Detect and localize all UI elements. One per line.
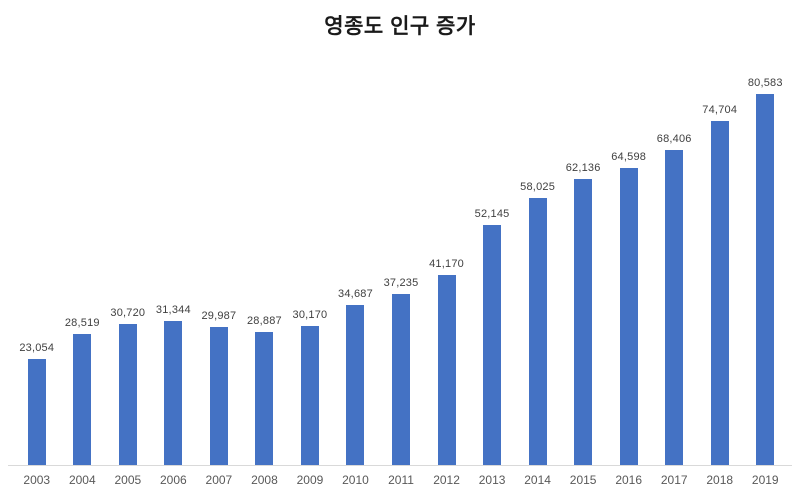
bar xyxy=(73,334,92,465)
bar-value-label: 29,987 xyxy=(201,310,237,322)
x-axis-tick-label: 2004 xyxy=(68,473,96,487)
x-axis-tick-label: 2006 xyxy=(160,473,187,487)
x-axis-tick-label: 2015 xyxy=(569,473,597,487)
x-axis-tick-label: 2014 xyxy=(524,473,551,487)
bar-column: 34,687 xyxy=(333,288,379,465)
bar-column: 58,025 xyxy=(515,181,561,465)
bar xyxy=(300,326,319,465)
x-axis-line xyxy=(8,465,792,466)
bar-value-label: 31,344 xyxy=(155,304,191,316)
x-axis-tick-label: 2017 xyxy=(660,473,688,487)
bar xyxy=(528,198,547,465)
bar-value-label: 41,170 xyxy=(429,258,464,270)
bar-column: 30,170 xyxy=(287,309,333,465)
bar-value-label: 28,887 xyxy=(246,315,282,327)
x-axis-tick-label: 2012 xyxy=(433,473,460,487)
x-axis-tick-label: 2007 xyxy=(205,473,233,487)
bar-value-label: 80,583 xyxy=(747,77,783,89)
bar-column: 64,598 xyxy=(606,151,652,465)
x-axis-tick-label: 2011 xyxy=(388,473,414,487)
bar-column: 52,145 xyxy=(469,208,515,465)
x-axis-tick-label: 2016 xyxy=(615,473,643,487)
bar-value-label: 52,145 xyxy=(474,208,510,220)
x-axis-tick-label: 2019 xyxy=(751,473,779,487)
bar xyxy=(756,94,775,465)
bar-value-label: 64,598 xyxy=(611,151,647,163)
bar xyxy=(710,121,729,465)
x-axis-tick-label: 2003 xyxy=(23,473,51,487)
bar-value-label: 30,170 xyxy=(292,309,328,321)
bar xyxy=(255,332,274,465)
bar-column: 41,170 xyxy=(424,258,470,465)
bar-value-label: 62,136 xyxy=(565,162,601,174)
bar-column: 23,054 xyxy=(14,342,60,465)
bar xyxy=(437,275,456,465)
bar xyxy=(619,168,638,465)
x-axis-tick-label: 2010 xyxy=(342,473,369,487)
bar-column: 28,887 xyxy=(242,315,288,465)
bar xyxy=(574,179,593,465)
plot-area: 23,054 28,519 30,720 31,344 29,987 28,887 30,1… xyxy=(14,65,788,465)
bar xyxy=(483,225,502,465)
chart-title: 영종도 인구 증가 xyxy=(324,15,476,38)
bar-column: 68,406 xyxy=(651,133,697,465)
bar xyxy=(118,324,137,465)
bar-column: 31,344 xyxy=(151,304,197,465)
bar xyxy=(164,321,183,465)
bar-value-label: 74,704 xyxy=(702,104,738,116)
bar xyxy=(392,294,411,465)
bar-column: 62,136 xyxy=(560,162,606,465)
bar xyxy=(27,359,46,465)
bar-column: 30,720 xyxy=(105,307,151,465)
x-axis-labels: 2003 2004 2005 2006 2007 2008 2009 2010 2011 2012… xyxy=(14,473,788,487)
bar-column: 29,987 xyxy=(196,310,242,465)
bar-column: 80,583 xyxy=(743,77,789,465)
bar-value-label: 23,054 xyxy=(19,342,55,354)
x-axis-tick-label: 2008 xyxy=(251,473,278,487)
bar-column: 28,519 xyxy=(60,317,106,465)
x-axis-tick-label: 2009 xyxy=(296,473,324,487)
bar-column: 74,704 xyxy=(697,104,743,465)
bar xyxy=(665,150,684,465)
bar-value-label: 37,235 xyxy=(383,277,419,289)
bar-value-label: 34,687 xyxy=(338,288,373,300)
bar xyxy=(346,305,365,465)
x-axis-tick-label: 2018 xyxy=(706,473,734,487)
x-axis-tick-label: 2005 xyxy=(114,473,142,487)
x-axis-tick-label: 2013 xyxy=(478,473,506,487)
bar-value-label: 68,406 xyxy=(656,133,692,145)
bar-value-label: 28,519 xyxy=(64,317,100,329)
bar-value-label: 58,025 xyxy=(520,181,556,193)
bar-column: 37,235 xyxy=(378,277,424,465)
bar-value-label: 30,720 xyxy=(110,307,146,319)
bar xyxy=(209,327,228,465)
